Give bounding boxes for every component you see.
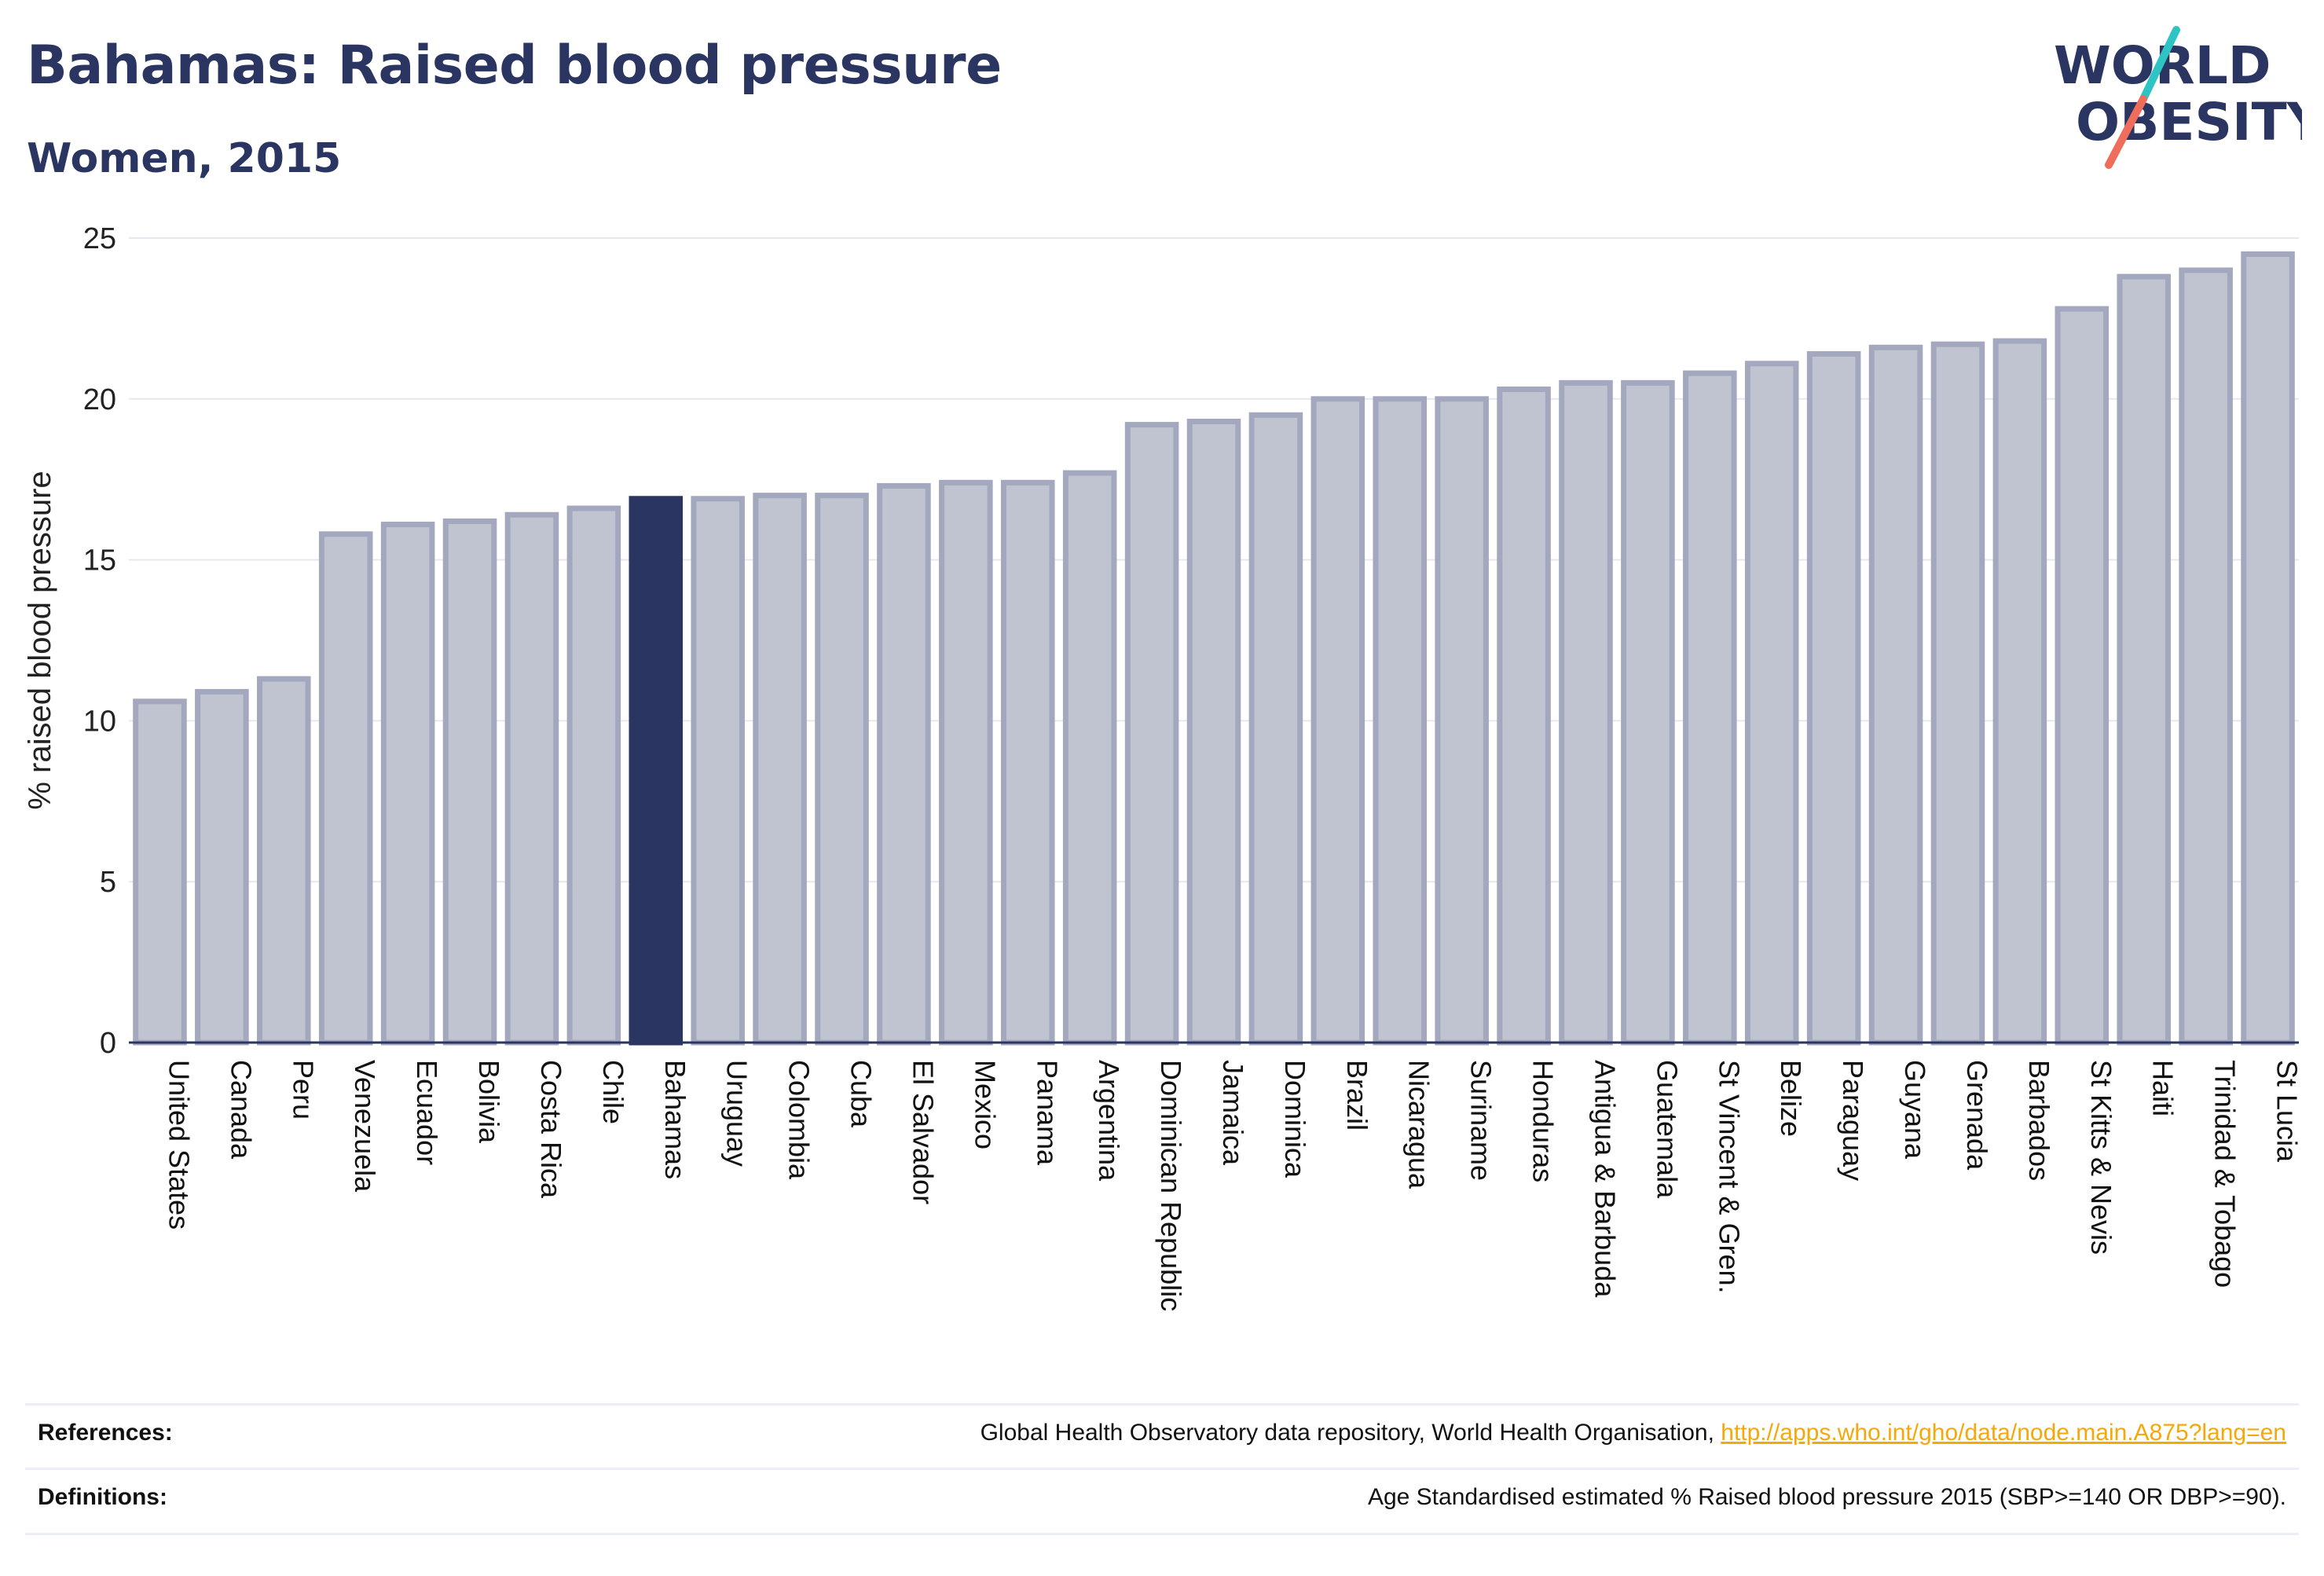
definitions-label: Definitions: [38, 1484, 167, 1510]
bar [1744, 361, 1799, 1046]
bar [504, 511, 559, 1046]
x-tick-label: Peru [287, 1060, 319, 1120]
bar [939, 479, 993, 1046]
x-tick-label: St Vincent & Gren. [1713, 1060, 1745, 1294]
bar [1992, 338, 2047, 1046]
x-tick-label: Cuba [845, 1060, 878, 1128]
x-tick-label: Mexico [969, 1060, 1001, 1149]
x-tick-label: Bahamas [659, 1060, 691, 1179]
bar [1124, 422, 1179, 1046]
bar [2179, 267, 2233, 1046]
references-text: Global Health Observatory data repositor… [980, 1420, 1721, 1446]
references-link[interactable]: http://apps.who.int/gho/data/node.main.A… [1721, 1420, 2286, 1446]
bar [1497, 387, 1551, 1046]
bar [257, 676, 311, 1046]
references-row: References: Global Health Observatory da… [25, 1403, 2299, 1468]
x-tick-label: Colombia [783, 1060, 816, 1180]
logo-word-obesity: OBESITY [2076, 92, 2302, 152]
x-tick-label: Haiti [2147, 1060, 2179, 1116]
x-tick-label: Uruguay [721, 1060, 753, 1167]
x-tick-label: Suriname [1465, 1060, 1497, 1181]
x-tick-label: Costa Rica [535, 1060, 567, 1199]
bar [318, 531, 373, 1046]
logo-slash-teal [2139, 26, 2180, 103]
bar [195, 689, 249, 1046]
x-tick-label: Dominica [1279, 1060, 1311, 1178]
x-tick-label: Nicaragua [1403, 1060, 1435, 1189]
bar [629, 496, 684, 1046]
bar [2055, 306, 2110, 1046]
bar [1683, 370, 1737, 1046]
bar [380, 522, 435, 1046]
y-tick-label: 0 [100, 1027, 116, 1060]
bar [1186, 418, 1241, 1046]
references-value: Global Health Observatory data repositor… [981, 1420, 2286, 1446]
chart-title: Bahamas: Raised blood pressure [27, 35, 1002, 97]
x-tick-label: Jamaica [1217, 1060, 1249, 1166]
bar [1621, 379, 1675, 1046]
x-tick-label: Venezuela [349, 1060, 381, 1193]
y-tick-label: 5 [100, 866, 116, 899]
x-tick-label: Ecuador [411, 1060, 443, 1165]
x-tick-label: United States [163, 1060, 195, 1230]
bar [442, 518, 497, 1046]
bar [753, 493, 807, 1046]
bar [1559, 379, 1613, 1046]
x-tick-label: Canada [225, 1060, 257, 1160]
x-tick-label: Brazil [1341, 1060, 1373, 1131]
bar [815, 493, 869, 1046]
x-tick-label: Barbados [2023, 1060, 2055, 1181]
bar [2241, 251, 2295, 1046]
y-axis-label: % raised blood pressure [23, 471, 57, 809]
bar [566, 505, 621, 1046]
references-label: References: [38, 1420, 173, 1446]
bar [1310, 396, 1365, 1046]
x-tick-label: Trinidad & Tobago [2209, 1060, 2242, 1288]
bar [1062, 470, 1117, 1046]
y-tick-label: 25 [83, 222, 116, 255]
bar [1930, 341, 1985, 1046]
bar [1435, 396, 1489, 1046]
y-tick-label: 20 [83, 383, 116, 416]
bar [2117, 273, 2171, 1046]
x-tick-label: St Kitts & Nevis [2085, 1060, 2117, 1255]
bar [1000, 479, 1055, 1046]
bar-chart: 0 5 10 15 20 25 United States Canada Peru Venezue… [23, 222, 2304, 1311]
bar [877, 482, 931, 1046]
bar [1868, 344, 1923, 1046]
x-tick-label: El Salvador [907, 1060, 939, 1204]
x-tick-label: Panama [1031, 1060, 1063, 1166]
x-tick-label: Chile [597, 1060, 629, 1124]
chart-subtitle: Women, 2015 [27, 135, 342, 182]
definitions-row: Definitions: Age Standardised estimated … [25, 1468, 2299, 1535]
x-tick-label: Guyana [1899, 1060, 1931, 1160]
definitions-text: Age Standardised estimated % Raised bloo… [1367, 1484, 2286, 1510]
logo-slash-coral [2105, 95, 2147, 169]
x-tick-label: Paraguay [1837, 1060, 1869, 1181]
x-tick-label: Bolivia [473, 1060, 505, 1144]
y-tick-label: 10 [83, 705, 116, 738]
x-tick-label: Dominican Republic [1155, 1060, 1187, 1311]
x-tick-label: Belize [1775, 1060, 1807, 1137]
bar [1373, 396, 1428, 1046]
bar [691, 496, 745, 1046]
x-tick-label: Grenada [1961, 1060, 1993, 1171]
y-tick-label: 15 [83, 544, 116, 577]
x-tick-label: St Lucia [2271, 1060, 2304, 1163]
world-obesity-logo: WORLD OBESITY [2054, 26, 2302, 169]
x-tick-label: Honduras [1527, 1060, 1560, 1182]
bar [1248, 412, 1303, 1046]
x-tick-label: Argentina [1093, 1060, 1125, 1182]
x-tick-label: Antigua & Barbuda [1589, 1060, 1621, 1298]
bar [133, 698, 187, 1046]
x-tick-label: Guatemala [1651, 1060, 1683, 1199]
bar [1806, 350, 1861, 1046]
